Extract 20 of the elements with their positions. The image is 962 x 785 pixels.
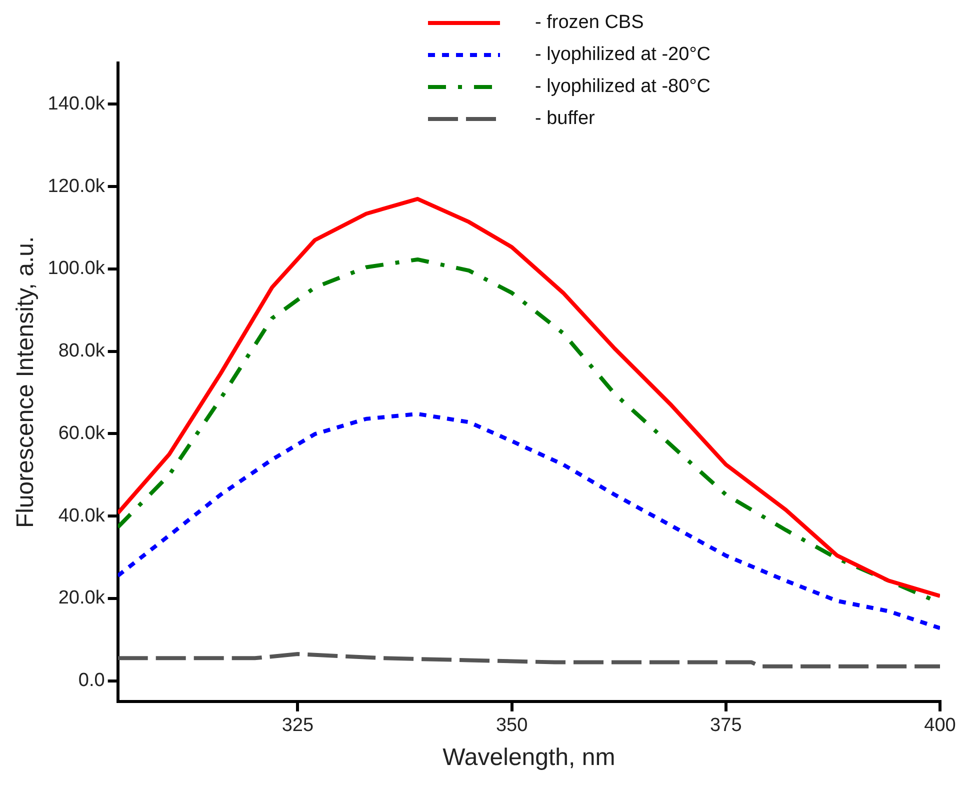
legend-label: - buffer (535, 108, 596, 130)
y-tick-label: 140.0k (48, 93, 106, 114)
y-tick-label: 20.0k (58, 588, 106, 609)
y-tick-label: 120.0k (48, 176, 106, 197)
legend-label: - frozen CBS (535, 12, 644, 34)
x-tick-label: 400 (924, 715, 956, 736)
x-tick-label: 350 (496, 715, 528, 736)
x-axis-title: Wavelength, nm (442, 744, 616, 772)
legend-label: - lyophilized at -20°C (535, 44, 711, 66)
legend-label: - lyophilized at -80°C (535, 76, 711, 98)
y-tick-label: 0.0 (78, 670, 105, 692)
y-tick-label: 100.0k (48, 258, 106, 280)
y-tick-label: 80.0k (58, 340, 106, 362)
line-series (118, 412, 940, 630)
line-series (118, 652, 940, 668)
y-tick-label: 40.0k (58, 505, 106, 526)
x-tick-label: 325 (282, 715, 314, 736)
x-tick-label: 375 (710, 715, 742, 736)
y-axis-title: Fluorescence Intensity, a.u. (12, 236, 40, 528)
y-tick-label: 60.0k (58, 422, 106, 444)
